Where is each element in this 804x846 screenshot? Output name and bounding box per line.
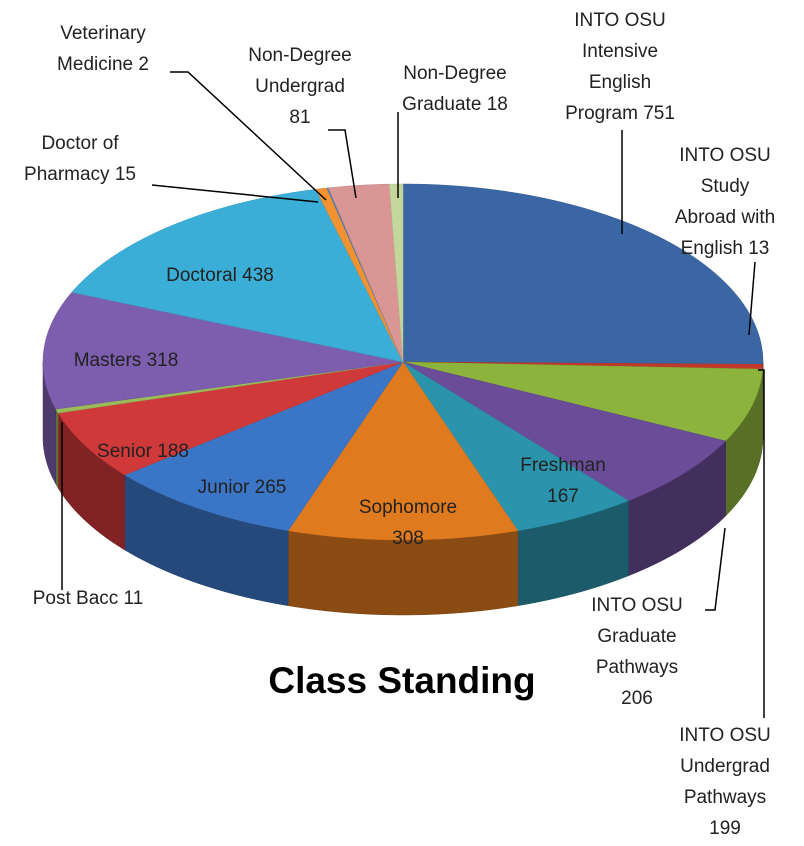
leader-line xyxy=(328,129,357,199)
label-category: Freshman xyxy=(520,455,606,476)
slice xyxy=(287,361,519,541)
data-label: Sophomore 308 xyxy=(358,492,458,554)
data-label: INTO OSU Undergrad Pathways 199 xyxy=(675,720,775,844)
label-value: 751 xyxy=(643,103,675,124)
label-value: 199 xyxy=(709,818,741,839)
slice xyxy=(402,183,764,365)
data-label: INTO OSU Intensive English Program 751 xyxy=(555,5,685,129)
label-value: 15 xyxy=(114,164,136,185)
leader-line xyxy=(748,261,756,336)
label-category: Doctoral xyxy=(166,265,237,286)
label-category: Sophomore xyxy=(358,497,458,518)
label-category: Veterinary Medicine xyxy=(57,23,146,75)
label-value: 18 xyxy=(486,94,508,115)
label-value: 206 xyxy=(621,688,653,709)
label-category: Non-Degree Undergrad xyxy=(248,45,352,97)
data-label: Masters 318 xyxy=(41,345,211,376)
slice xyxy=(402,361,763,442)
label-value: 318 xyxy=(146,350,179,371)
data-label: INTO OSU Graduate Pathways 206 xyxy=(587,590,687,714)
pie-tops xyxy=(42,183,764,541)
label-value: 13 xyxy=(748,238,770,259)
chart-title: Class Standing xyxy=(268,660,536,701)
label-category: INTO OSU Study Abroad with English xyxy=(674,145,776,259)
label-category: Doctor of Pharmacy xyxy=(24,133,119,185)
label-category: INTO OSU Undergrad Pathways xyxy=(679,725,771,808)
label-value: 11 xyxy=(123,588,144,609)
data-label: Freshman 167 xyxy=(513,450,613,512)
data-label: Non-Degree Undergrad 81 xyxy=(244,40,356,133)
data-label: Non-Degree Graduate 18 xyxy=(390,58,520,120)
data-label: Doctoral 438 xyxy=(130,260,310,291)
data-label: Doctor of Pharmacy 15 xyxy=(24,128,136,190)
data-label: Junior 265 xyxy=(157,472,327,503)
label-value: 167 xyxy=(547,486,579,507)
label-category: Senior xyxy=(97,441,152,462)
slice xyxy=(402,361,630,531)
data-label: Senior 188 xyxy=(58,436,228,467)
label-category: Post Bacc xyxy=(32,588,119,609)
slice xyxy=(389,183,404,363)
label-value: 81 xyxy=(289,107,311,128)
label-category: Junior xyxy=(197,477,250,498)
slice xyxy=(402,361,727,502)
label-value: 188 xyxy=(157,441,189,462)
slice xyxy=(42,291,404,410)
label-category: Masters xyxy=(73,350,142,371)
label-category: Non-Degree Graduate xyxy=(402,63,507,115)
slice xyxy=(328,183,404,363)
slice xyxy=(57,361,404,476)
leader-line xyxy=(758,369,765,718)
leader-lines xyxy=(61,71,765,718)
data-label: Post Bacc 11 xyxy=(3,583,173,614)
label-value: 438 xyxy=(242,265,274,286)
label-value: 308 xyxy=(392,528,424,549)
label-value: 265 xyxy=(254,477,287,498)
leader-line xyxy=(151,184,319,203)
label-value: 2 xyxy=(138,54,149,75)
leader-line xyxy=(170,71,327,201)
leader-line xyxy=(705,527,726,611)
slice xyxy=(124,361,404,531)
data-label: Veterinary Medicine 2 xyxy=(47,18,159,80)
data-label: INTO OSU Study Abroad with English 13 xyxy=(671,140,779,264)
label-category: INTO OSU Intensive English Program xyxy=(565,10,666,124)
label-category: INTO OSU Graduate Pathways xyxy=(591,595,683,678)
